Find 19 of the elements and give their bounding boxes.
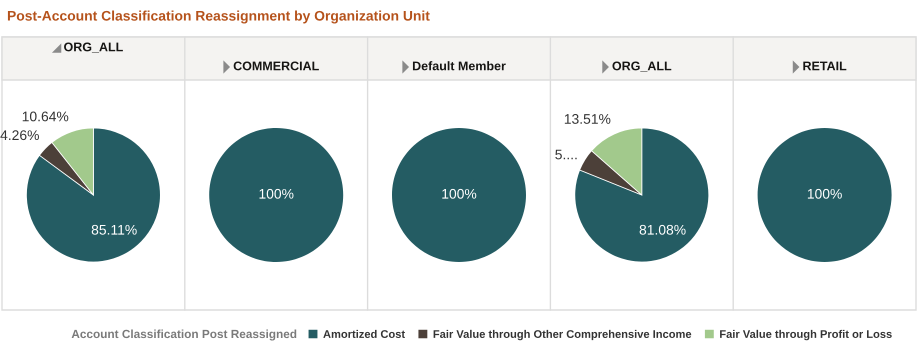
data-label: 10.64%	[22, 112, 68, 122]
data-label: 100%	[442, 188, 476, 199]
data-label: 5....	[555, 150, 577, 160]
chart-title: Post-Account Classification Reassignment by Organization Unit	[8, 10, 430, 24]
data-label: 13.51%	[564, 114, 610, 124]
chart-subtitle: ORG_ALL	[64, 42, 123, 53]
chart-subtitle: ORG_ALL	[612, 62, 672, 72]
legend-label: Fair Value through Other Comprehensive Income	[434, 330, 692, 340]
legend-title: Account Classification Post Reassigned	[72, 329, 296, 341]
chart-subtitle: Default Member	[412, 61, 506, 70]
chart-subtitle: COMMERCIAL	[234, 62, 319, 70]
data-label: 81.08%	[640, 224, 686, 235]
legend-label: Fair Value through Profit or Loss	[720, 330, 892, 340]
legend-label: Amortized Cost	[323, 330, 405, 338]
data-label: 85.11%	[92, 224, 137, 235]
data-label: 4.26%	[0, 130, 39, 140]
data-label: 100%	[808, 188, 842, 199]
data-label: 100%	[260, 188, 294, 199]
chart-subtitle: RETAIL	[803, 62, 846, 70]
